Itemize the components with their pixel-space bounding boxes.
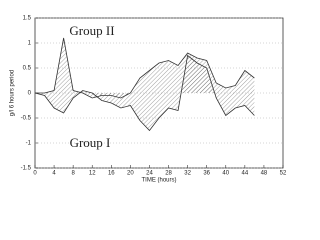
x-tick-label: 8 bbox=[71, 171, 75, 177]
x-tick-label: 28 bbox=[165, 171, 172, 177]
y-tick-label: 1.5 bbox=[23, 16, 32, 22]
series-line bbox=[35, 37, 255, 99]
x-tick-label: 0 bbox=[33, 171, 37, 177]
x-axis-label: TIME (hours) bbox=[141, 178, 176, 184]
x-tick-label: 40 bbox=[222, 171, 229, 177]
y-tick-label: 0.5 bbox=[23, 66, 32, 72]
x-tick-label: 52 bbox=[280, 171, 287, 177]
y-axis-label: g/l 6 hours period bbox=[10, 70, 16, 116]
x-tick-label: 32 bbox=[184, 171, 191, 177]
annotation: Group II bbox=[69, 23, 114, 38]
y-tick-label: -1.5 bbox=[21, 166, 32, 172]
x-tick-label: 16 bbox=[108, 171, 115, 177]
y-tick-label: 1 bbox=[28, 41, 32, 47]
chart: TIME (hours) g/l 6 hours period -1.5 -1 -0… bbox=[10, 16, 287, 184]
x-tick-label: 4 bbox=[52, 171, 56, 177]
x-tick-label: 48 bbox=[261, 171, 268, 177]
y-tick-label: -1 bbox=[26, 141, 32, 147]
series-area bbox=[35, 55, 255, 131]
x-tick-label: 44 bbox=[242, 171, 249, 177]
y-tick-label: 0 bbox=[28, 91, 32, 97]
annotation: Group I bbox=[70, 135, 111, 150]
x-tick-label: 36 bbox=[203, 171, 210, 177]
x-tick-label: 20 bbox=[127, 171, 134, 177]
x-tick-label: 12 bbox=[89, 171, 96, 177]
series-line bbox=[34, 54, 255, 132]
x-tick-label: 24 bbox=[146, 171, 153, 177]
y-tick-label: -0.5 bbox=[21, 116, 32, 122]
